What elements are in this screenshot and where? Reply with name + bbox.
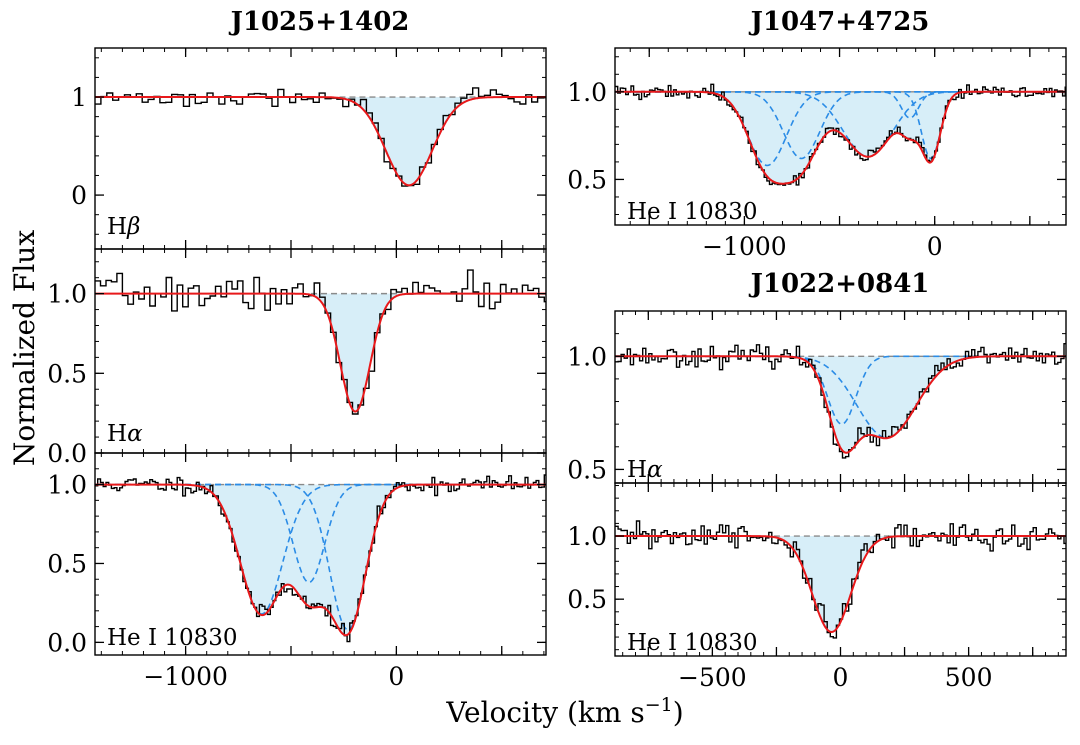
line-label: Hα xyxy=(627,457,663,483)
line-label: Hβ xyxy=(107,214,140,240)
line-label-element: H xyxy=(107,214,127,240)
x-tick-label: 500 xyxy=(945,663,993,692)
x-tick-label: 0 xyxy=(833,663,849,692)
plot-area xyxy=(95,87,546,187)
data-spectrum xyxy=(615,343,1066,459)
panel-frame xyxy=(614,47,1067,226)
y-tick-label: 0 xyxy=(71,181,87,210)
line-label: He I 10830 xyxy=(627,630,758,656)
model-fit xyxy=(95,96,546,187)
y-tick-label: 1.0 xyxy=(567,78,607,107)
plot-area xyxy=(615,343,1066,459)
panel-j1047-hei: 0.5 1.0 −1000 0 He I 10830 xyxy=(567,47,1067,261)
y-tick-label: 1.0 xyxy=(567,342,607,371)
x-tick-label: 0 xyxy=(388,662,404,691)
line-label-greek: α xyxy=(647,457,663,483)
panel-frame xyxy=(94,452,547,656)
title-j1047: J1047+4725 xyxy=(749,7,930,37)
plot-area xyxy=(615,83,1066,186)
plot-area xyxy=(615,520,1066,639)
data-spectrum xyxy=(615,520,1066,639)
model-fit xyxy=(615,355,1066,454)
absorption-fill xyxy=(615,536,1066,632)
y-axis-label: Normalized Flux xyxy=(8,230,41,466)
model-fit xyxy=(95,483,546,637)
x-axis-label-main: Velocity (km s xyxy=(445,696,644,729)
x-axis-label-exponent: −1 xyxy=(645,694,673,716)
panel-frame xyxy=(94,248,547,454)
model-fit xyxy=(615,90,1066,185)
plot-area xyxy=(95,269,546,415)
x-axis-label-close: ) xyxy=(673,696,684,729)
data-spectrum xyxy=(95,269,546,415)
model-fit xyxy=(95,292,546,413)
panel-j1022-hei: 0.5 1.0 −500 0 500 He I 10830 xyxy=(567,482,1067,692)
x-tick-label: 0 xyxy=(927,232,943,261)
x-tick-label: −1000 xyxy=(143,662,228,691)
title-j1022: J1022+0841 xyxy=(749,269,930,299)
panel-j1025-hei: 0.0 0.5 1.0 −1000 0 He I 10830 xyxy=(47,452,547,691)
panel-j1022-halpha: 0.5 1.0 Hα xyxy=(567,310,1067,484)
absorption-fill xyxy=(95,293,546,412)
y-tick-label: 0.0 xyxy=(47,439,87,468)
y-tick-label: 1.0 xyxy=(47,280,87,309)
y-tick-label: 0.0 xyxy=(47,628,87,657)
y-tick-label: 0.5 xyxy=(567,455,607,484)
line-label-greek: α xyxy=(127,421,143,447)
absorption-fill xyxy=(95,97,546,186)
y-tick-label: 0.5 xyxy=(47,549,87,578)
y-tick-label: 0.5 xyxy=(47,359,87,388)
y-tick-label: 0.5 xyxy=(567,165,607,194)
x-tick-label: −500 xyxy=(678,663,747,692)
title-j1025: J1025+1402 xyxy=(229,7,410,37)
panel-j1025-hbeta: 0 1 Hβ xyxy=(71,47,547,250)
line-label: He I 10830 xyxy=(107,625,238,651)
model-fit xyxy=(615,535,1066,634)
plot-area xyxy=(95,474,546,643)
line-label-element: H xyxy=(107,421,127,447)
line-label: Hα xyxy=(107,421,143,447)
line-label: He I 10830 xyxy=(627,199,758,225)
line-label-greek: β xyxy=(126,214,140,240)
absorption-fill xyxy=(615,356,1066,453)
panel-j1025-halpha: 0.0 0.5 1.0 Hα xyxy=(47,248,547,468)
data-spectrum xyxy=(95,87,546,187)
x-axis-label: Velocity (km s−1) xyxy=(445,694,683,729)
line-label-element: H xyxy=(627,457,647,483)
y-tick-label: 1.0 xyxy=(47,471,87,500)
y-tick-label: 1 xyxy=(71,83,87,112)
absorption-fill xyxy=(615,91,1066,184)
x-tick-label: −1000 xyxy=(702,232,787,261)
y-tick-label: 0.5 xyxy=(567,585,607,614)
y-tick-label: 1.0 xyxy=(567,522,607,551)
panel-frame xyxy=(94,47,547,250)
